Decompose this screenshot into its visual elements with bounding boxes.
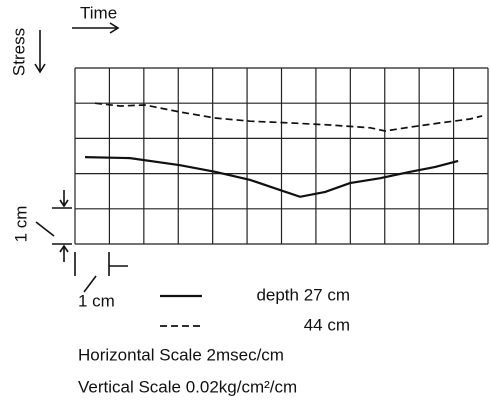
scale-arrow-head bbox=[59, 199, 69, 208]
horizontal-scale-bar-label: 1 cm bbox=[78, 291, 115, 310]
horizontal-scale-note: Horizontal Scale 2msec/cm bbox=[78, 345, 284, 364]
time-arrow-head bbox=[109, 22, 120, 34]
legend-label: 44 cm bbox=[304, 315, 350, 334]
vertical-scale-note: Vertical Scale 0.02kg/cm²/cm bbox=[78, 377, 297, 396]
legend-label: depth 27 cm bbox=[256, 285, 350, 304]
scale-pointer bbox=[35, 221, 55, 237]
stress-label: Stress bbox=[9, 28, 28, 76]
vertical-scale-bar-label: 1 cm bbox=[11, 206, 30, 243]
decorations bbox=[34, 22, 128, 293]
data-line bbox=[84, 156, 459, 198]
stress-arrow-head bbox=[34, 63, 46, 74]
scale-arrow-head bbox=[59, 244, 69, 253]
time-label: Time bbox=[80, 3, 117, 22]
scale-pointer bbox=[83, 275, 97, 293]
data-line bbox=[94, 102, 483, 132]
